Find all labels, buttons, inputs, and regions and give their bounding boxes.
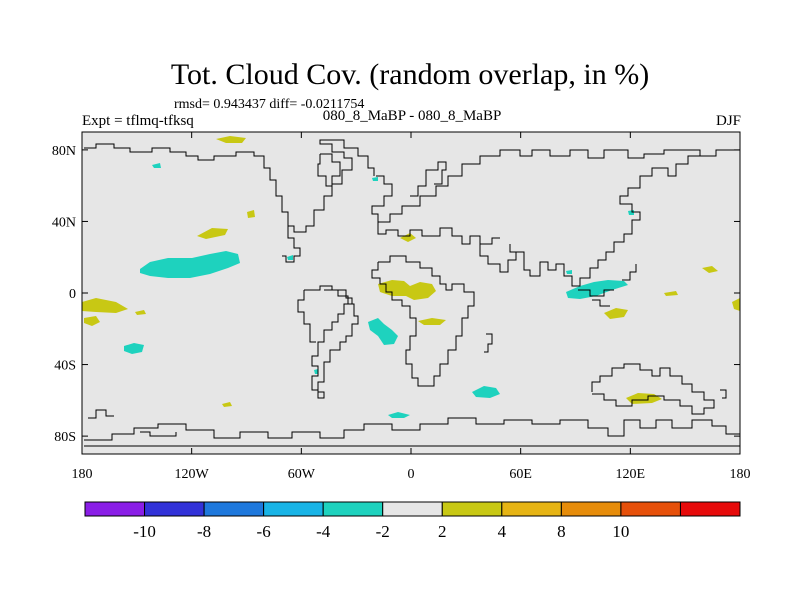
patch-atlantic-mid xyxy=(400,233,416,242)
lat-tick-label: 40S xyxy=(54,359,76,374)
patch-maritime xyxy=(566,280,628,299)
lat-tick-label: 0 xyxy=(69,287,76,302)
colorbar-label: -4 xyxy=(316,522,331,541)
lon-tick-label: 60E xyxy=(509,467,532,482)
colorbar-swatch xyxy=(501,501,562,517)
coast-south-america xyxy=(304,285,359,399)
colorbar-swatch xyxy=(322,501,384,517)
colorbar-swatch xyxy=(620,501,681,517)
latitude-axis: 80N 40N 0 40S 80S xyxy=(52,144,740,445)
patch-n-pacific xyxy=(247,210,255,218)
patch-e-pacific xyxy=(82,298,128,313)
lon-tick-label: 120E xyxy=(616,467,646,482)
patch-n-atlantic xyxy=(197,228,228,239)
patch-w-pacific-east xyxy=(702,266,718,273)
patch-arctic-pacific xyxy=(216,136,246,143)
colorbar-swatch xyxy=(679,501,741,517)
season-label: DJF xyxy=(716,113,741,129)
coast-japan xyxy=(622,264,637,281)
colorbar-swatch xyxy=(560,501,622,517)
patch-pacific-west xyxy=(135,310,146,315)
colorbar-swatch xyxy=(382,501,443,517)
patch-s-pacific xyxy=(604,308,628,319)
coast-madagascar xyxy=(484,333,493,353)
coastlines xyxy=(84,139,740,447)
coast-antarctica xyxy=(84,417,740,441)
lon-tick-label: 0 xyxy=(408,467,415,482)
coast-north-america xyxy=(84,139,375,233)
coast-scandinavia xyxy=(410,161,447,197)
colorbar-swatch xyxy=(84,501,146,517)
lat-tick-label: 40N xyxy=(52,215,76,230)
patch-sa-small xyxy=(314,369,318,374)
colorbar-label: -2 xyxy=(376,522,390,541)
coast-arabia xyxy=(479,244,517,273)
colorbar-label: 10 xyxy=(612,522,629,541)
patch-e-pacific-small xyxy=(84,316,100,326)
patch-pacific-far-east xyxy=(732,298,740,311)
lon-tick-label: 120W xyxy=(175,467,210,482)
colorbar-swatch xyxy=(144,501,205,517)
lat-tick-label: 80S xyxy=(54,430,76,445)
colorbar-label: 4 xyxy=(498,522,507,541)
coast-australia xyxy=(591,363,715,415)
colorbar: -10 -8 -6 -4 -2 2 4 8 10 xyxy=(84,501,741,541)
colorbar-label: -8 xyxy=(197,522,211,541)
colorbar-swatch xyxy=(203,501,265,517)
coast-asia-south xyxy=(516,155,704,287)
colorbar-swatch xyxy=(441,501,503,517)
coast-antarctic-peninsula xyxy=(88,409,114,419)
patch-amer-small xyxy=(287,255,293,260)
patch-s-pacific-west xyxy=(124,343,144,354)
patch-arctic-small xyxy=(152,163,161,168)
patch-southern-ocean xyxy=(388,412,410,418)
coast-maritime-b xyxy=(592,299,610,307)
coast-central-america xyxy=(282,226,301,263)
experiment-label: Expt = tflmq-tfksq xyxy=(82,113,194,129)
patch-arctic-atl xyxy=(372,177,378,181)
lon-tick-label: 180 xyxy=(72,467,93,482)
lat-tick-label: 80N xyxy=(52,144,76,159)
colorbar-label: -10 xyxy=(133,522,156,541)
map-panel xyxy=(81,131,741,455)
patch-tropical-atlantic xyxy=(418,318,446,325)
comparison-label: 080_8_MaBP - 080_8_MaBP xyxy=(323,108,502,124)
colorbar-swatch xyxy=(263,501,324,517)
patch-ind-small xyxy=(566,270,572,274)
coast-europe xyxy=(371,149,740,223)
patch-indian-south xyxy=(472,386,500,398)
colorbar-label: 8 xyxy=(557,522,566,541)
coast-mediterranean xyxy=(377,222,500,245)
patch-s-atlantic xyxy=(368,318,398,345)
positive-anomaly-patches xyxy=(82,136,740,407)
coast-africa xyxy=(371,255,475,387)
coast-new-zealand xyxy=(720,389,727,399)
lon-tick-label: 60W xyxy=(288,467,316,482)
lon-tick-label: 180 xyxy=(730,467,751,482)
coast-maritime-a xyxy=(578,289,614,297)
colorbar-label: -6 xyxy=(257,522,271,541)
coast-south-america-west xyxy=(297,290,316,343)
coast-antarctic-inner xyxy=(140,431,177,437)
stats-label: rmsd= 0.943437 diff= -0.0211754 xyxy=(174,97,364,112)
patch-c-pacific-large xyxy=(140,251,240,278)
patch-tiny-a xyxy=(664,291,678,296)
figure-title: Tot. Cloud Cov. (random overlap, in %) xyxy=(171,58,649,91)
longitude-axis: 180 120W 60W 0 60E 120E 180 xyxy=(72,132,751,482)
patch-tiny-b xyxy=(222,402,232,407)
coast-greenland xyxy=(317,153,341,187)
colorbar-label: 2 xyxy=(438,522,447,541)
